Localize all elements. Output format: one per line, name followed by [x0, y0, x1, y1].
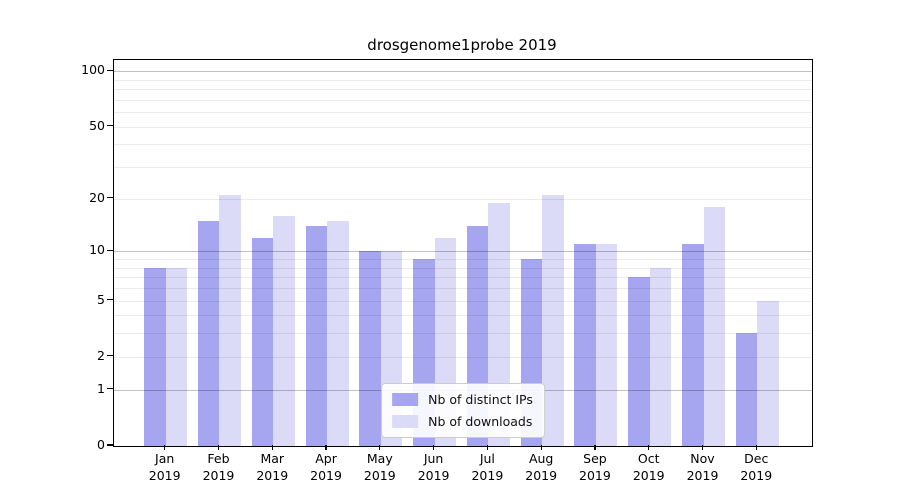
bar-ips-nov [682, 244, 704, 446]
x-tick-mark [325, 445, 327, 450]
x-tick-label-feb: Feb 2019 [202, 451, 235, 483]
bar-downloads-jan [165, 267, 188, 446]
x-tick-label-aug: Aug 2019 [525, 451, 558, 483]
x-tick-mark [217, 445, 220, 450]
bar-ips-dec [735, 333, 758, 446]
legend-item-downloads: Nb of downloads [392, 414, 533, 429]
bar-downloads-aug [542, 195, 564, 446]
x-tick-label-nov: Nov 2019 [686, 451, 719, 483]
x-tick-mark [594, 445, 596, 450]
bar-downloads-mar [273, 215, 295, 446]
chart-title: drosgenome1probe 2019 [367, 36, 557, 54]
x-tick-label-oct: Oct 2019 [632, 451, 665, 483]
x-tick-label-may: May 2019 [363, 451, 396, 483]
bar-ips-may [359, 251, 381, 446]
legend-item-distinct-ips: Nb of distinct IPs [392, 392, 533, 407]
y-tick-label-100: 100 [81, 62, 105, 78]
x-tick-mark [648, 445, 650, 450]
gridline-40 [114, 144, 812, 146]
x-tick-label-jul: Jul 2019 [471, 451, 504, 483]
gridline-70 [114, 99, 812, 101]
x-tick-mark [701, 445, 704, 450]
legend-label-distinct-ips: Nb of distinct IPs [428, 392, 533, 407]
bar-ips-mar [251, 237, 274, 446]
bar-downloads-oct [649, 267, 672, 446]
x-tick-label-sep: Sep 2019 [579, 451, 611, 483]
y-tick-mark [107, 355, 113, 357]
y-tick-label-50: 50 [89, 117, 105, 133]
x-tick-mark [164, 445, 166, 450]
x-tick-label-jan: Jan 2019 [148, 451, 181, 483]
gridline-100 [114, 71, 812, 73]
x-tick-label-apr: Apr 2019 [310, 451, 342, 483]
bar-ips-oct [628, 277, 650, 446]
y-tick-label-5: 5 [97, 291, 105, 307]
y-tick-mark [107, 249, 113, 251]
y-tick-label-10: 10 [89, 242, 105, 258]
bar-downloads-nov [703, 206, 725, 446]
bar-downloads-dec [757, 300, 779, 446]
gridline-90 [114, 79, 812, 81]
bar-ips-feb [197, 220, 220, 446]
y-tick-label-20: 20 [89, 189, 105, 205]
x-tick-mark [540, 445, 542, 450]
y-tick-mark [107, 125, 113, 127]
bar-downloads-apr [327, 220, 349, 446]
y-tick-mark [107, 69, 113, 71]
gridline-30 [114, 167, 812, 169]
x-tick-mark [432, 445, 435, 450]
y-tick-mark [107, 298, 113, 301]
gridline-60 [114, 112, 812, 114]
bar-ips-jan [144, 267, 166, 446]
gridline-80 [114, 89, 812, 91]
x-tick-mark [271, 445, 273, 450]
bar-downloads-feb [219, 195, 241, 446]
x-tick-label-dec: Dec 2019 [740, 451, 773, 483]
bar-ips-sep [574, 244, 596, 446]
y-tick-mark [107, 444, 113, 446]
x-tick-label-jun: Jun 2019 [417, 451, 450, 483]
y-tick-label-1: 1 [97, 380, 105, 396]
y-tick-mark [107, 388, 113, 390]
x-tick-label-mar: Mar 2019 [256, 451, 289, 483]
bar-ips-apr [305, 226, 328, 446]
y-tick-label-2: 2 [97, 347, 105, 363]
plot-area: Nb of distinct IPs Nb of downloads [113, 59, 813, 447]
legend: Nb of distinct IPs Nb of downloads [381, 383, 545, 438]
x-tick-mark [379, 445, 381, 450]
gridline-50 [114, 126, 812, 128]
legend-swatch-distinct-ips [392, 393, 419, 406]
x-tick-mark [486, 445, 489, 450]
y-tick-mark [107, 197, 113, 199]
legend-swatch-downloads [392, 415, 419, 428]
bar-downloads-sep [595, 244, 618, 446]
y-tick-label-0: 0 [97, 437, 105, 452]
legend-label-downloads: Nb of downloads [428, 414, 533, 429]
x-tick-mark [755, 445, 757, 450]
